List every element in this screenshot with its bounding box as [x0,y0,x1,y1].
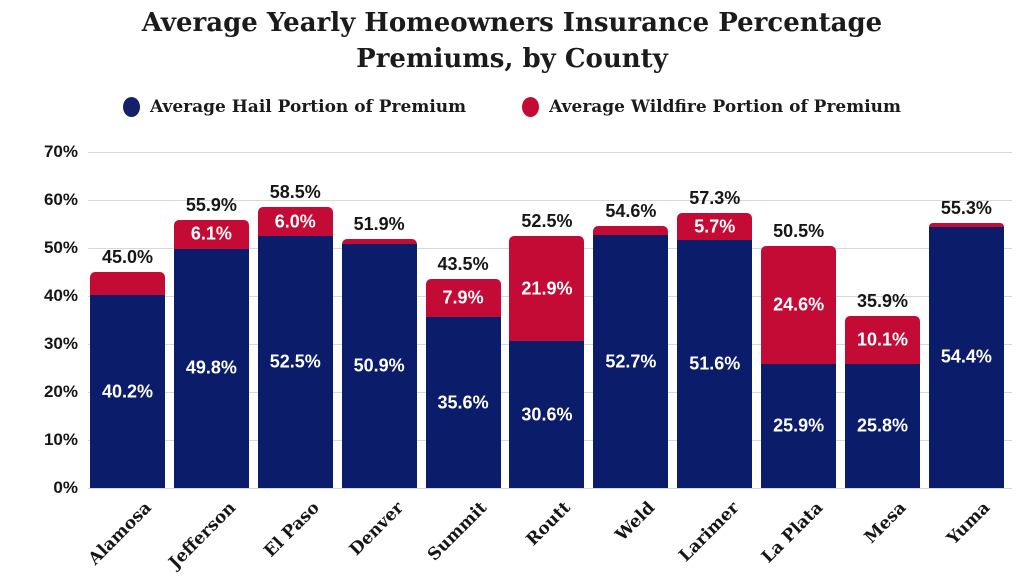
wildfire-value-label-summit: 7.9% [442,287,484,308]
total-value-label-el-paso: 58.5% [269,182,321,203]
hail-value-label-summit: 35.6% [437,392,489,413]
wildfire-segment-denver[interactable] [341,238,417,244]
hail-segment-weld[interactable] [593,235,669,488]
bar-yuma[interactable]: 55.3% 54.4% Yuma [928,152,1004,549]
y-axis-tick-40: 40% [43,286,78,305]
y-axis-tick-10: 10% [43,430,78,449]
y-axis-tick-30: 30% [43,334,78,353]
y-axis-tick-0: 0% [53,478,78,497]
hail-segment-mesa[interactable] [845,364,921,488]
bar-la-plata[interactable]: 50.5% 25.9% 24.6% La Plata [757,152,837,567]
bar-weld[interactable]: 54.6% 52.7% Weld [593,152,669,545]
hail-segment-alamosa[interactable] [90,295,165,488]
bar-denver[interactable]: 51.9% 50.9% Denver [341,152,417,560]
x-axis-label-larimer: Larimer [674,498,743,566]
y-axis-tick-60: 60% [43,190,78,209]
gridline-0 [88,488,1012,489]
x-axis-label-alamosa: Alamosa [84,498,156,570]
x-axis-label-jefferson: Jefferson [164,498,240,573]
hail-value-label-denver: 50.9% [353,355,405,376]
wildfire-value-label-mesa: 10.1% [856,329,909,350]
x-axis-label-la-plata: La Plata [757,498,827,568]
hail-value-label-alamosa: 40.2% [101,381,154,402]
total-value-label-summit: 43.5% [437,254,489,275]
total-value-label-weld: 54.6% [605,200,657,221]
wildfire-segment-el-paso[interactable] [257,207,333,236]
hail-segment-summit[interactable] [425,317,501,488]
x-axis-label-routt: Routt [523,498,576,551]
chart-title-line2: Premiums, by County [356,43,668,74]
hail-segment-routt[interactable] [509,341,585,488]
hail-segment-la-plata[interactable] [761,363,837,488]
total-value-label-yuma: 55.3% [940,197,992,218]
x-axis-label-summit: Summit [424,498,492,566]
hail-value-label-routt: 30.6% [521,404,573,425]
bar-alamosa[interactable]: 45.0% 40.2% Alamosa [85,152,165,569]
bar-el-paso[interactable]: 58.5% 52.5% 6.0% El Paso [257,152,333,561]
x-axis-label-el-paso: El Paso [260,498,324,562]
hail-value-label-weld: 52.7% [605,351,657,372]
hail-segment-yuma[interactable] [928,226,1004,488]
hail-segment-larimer[interactable] [677,240,753,488]
hail-value-label-la-plata: 25.9% [773,415,825,436]
legend-item-hail[interactable]: Average Hail Portion of Premium [122,97,467,117]
x-axis-label-weld: Weld [611,498,659,546]
gridline-70 [88,152,1012,153]
wildfire-segment-jefferson[interactable] [173,219,249,249]
wildfire-segment-mesa[interactable] [845,315,921,365]
hail-value-label-yuma: 54.4% [940,346,992,367]
bar-routt[interactable]: 52.5% 30.6% 21.9% Routt [509,152,585,550]
wildfire-value-label-jefferson: 6.1% [190,223,232,244]
hail-value-label-el-paso: 52.5% [269,351,321,372]
bar-mesa[interactable]: 35.9% 25.8% 10.1% Mesa [845,152,921,548]
y-axis-tick-20: 20% [43,382,78,401]
wildfire-value-label-el-paso: 6.0% [274,211,316,232]
wildfire-value-label-larimer: 5.7% [694,216,736,237]
hail-value-label-jefferson: 49.8% [185,357,237,378]
hail-segment-el-paso[interactable] [257,236,333,488]
hail-value-label-larimer: 51.6% [689,353,741,374]
wildfire-segment-routt[interactable] [509,236,585,342]
total-value-label-denver: 51.9% [353,213,405,234]
wildfire-segment-yuma[interactable] [928,222,1004,227]
hail-segment-jefferson[interactable] [173,248,249,488]
total-value-label-routt: 52.5% [521,211,573,231]
legend-label-hail: Average Hail Portion of Premium [149,97,467,117]
total-value-label-jefferson: 55.9% [185,194,237,215]
hail-swatch-icon [122,97,140,117]
wildfire-segment-summit[interactable] [425,279,501,318]
bar-summit[interactable]: 43.5% 35.6% 7.9% Summit [424,152,501,565]
bar-larimer[interactable]: 57.3% 51.6% 5.7% Larimer [675,152,753,566]
bar-jefferson[interactable]: 55.9% 49.8% 6.1% Jefferson [165,152,249,573]
legend-item-wildfire[interactable]: Average Wildfire Portion of Premium [522,97,901,117]
bars-layer: 45.0% 40.2% Alamosa 55.9% 49.8% 6.1% Jefferson… [85,152,1004,573]
total-value-label-alamosa: 45.0% [101,247,154,267]
y-axis-tick-70: 70% [43,142,78,161]
wildfire-segment-weld[interactable] [593,225,669,236]
chart-title-line1: Average Yearly Homeowners Insurance Perc… [141,8,883,38]
hail-segment-denver[interactable] [341,243,417,488]
wildfire-value-label-la-plata: 24.6% [773,294,825,315]
wildfire-swatch-icon [522,97,540,117]
total-value-label-la-plata: 50.5% [773,220,825,241]
x-axis-label-yuma: Yuma [943,498,995,549]
total-value-label-larimer: 57.3% [689,187,741,208]
hail-value-label-mesa: 25.8% [856,415,909,436]
wildfire-segment-alamosa[interactable] [90,272,165,296]
wildfire-segment-larimer[interactable] [677,212,753,241]
gridline-60 [88,200,1012,201]
x-axis-label-denver: Denver [345,498,408,560]
total-value-label-mesa: 35.9% [856,290,909,311]
wildfire-segment-la-plata[interactable] [761,245,837,364]
legend-label-wildfire: Average Wildfire Portion of Premium [549,97,902,117]
chart-title: Average Yearly Homeowners Insurance Perc… [0,6,1024,78]
x-axis-label-mesa: Mesa [860,498,911,548]
legend: Average Hail Portion of Premium Average W… [0,97,1024,117]
wildfire-value-label-routt: 21.9% [521,278,573,299]
y-axis-tick-50: 50% [43,238,78,257]
